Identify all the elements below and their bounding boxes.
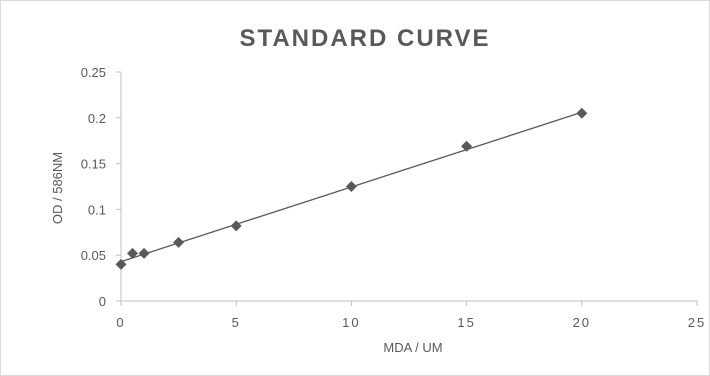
- y-tick-label: 0.15: [81, 157, 106, 172]
- data-point: [138, 247, 150, 259]
- axes: 0 5 10 15 20 25 0 0.05 0.1 0.15 0.2 0.25: [81, 65, 706, 330]
- y-tick-label: 0.2: [88, 111, 106, 126]
- data-point: [115, 258, 127, 270]
- x-tick-label: 20: [573, 315, 591, 330]
- y-tick-label: 0.05: [81, 248, 106, 263]
- x-tick-label: 25: [688, 315, 706, 330]
- data-point: [345, 181, 357, 192]
- x-axis-label: MDA / UM: [383, 340, 442, 355]
- data-point: [461, 140, 473, 152]
- data-point: [127, 247, 139, 259]
- y-tick-label: 0.25: [81, 65, 106, 80]
- chart-title: STANDARD CURVE: [239, 25, 491, 52]
- data-point: [173, 236, 185, 248]
- data-point: [230, 220, 242, 232]
- x-tick-label: 5: [232, 315, 241, 330]
- x-tick-label: 15: [457, 315, 475, 330]
- data-points: [115, 107, 588, 270]
- y-tick-label: 0.1: [88, 202, 106, 217]
- y-axis-label: OD / 586NM: [50, 152, 65, 224]
- x-tick-label: 10: [342, 315, 360, 330]
- data-point: [576, 107, 588, 119]
- x-tick-label: 0: [116, 315, 125, 330]
- y-tick-label: 0: [99, 294, 106, 309]
